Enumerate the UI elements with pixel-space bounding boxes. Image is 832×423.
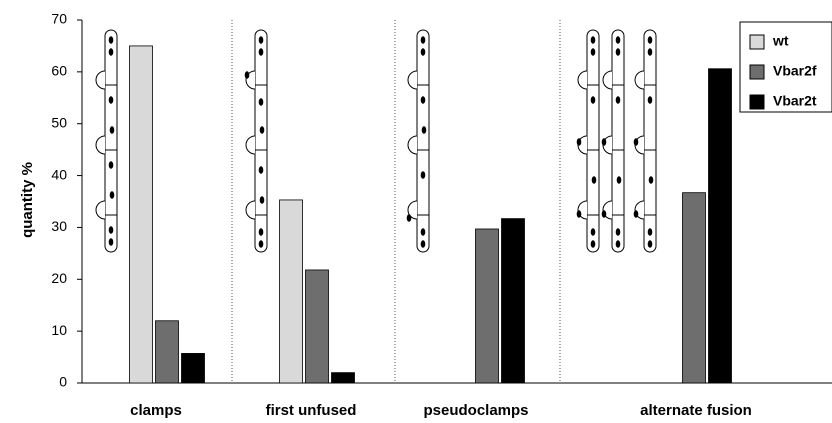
nucleus <box>108 161 114 169</box>
bar <box>475 228 499 384</box>
nucleus <box>647 48 653 56</box>
bar <box>682 192 706 384</box>
nucleus <box>648 176 654 184</box>
nucleus <box>108 48 114 56</box>
nucleus <box>590 36 596 44</box>
hypha <box>254 29 268 253</box>
clamp <box>577 70 588 90</box>
nucleus <box>601 138 607 146</box>
nucleus <box>615 36 621 44</box>
nucleus <box>615 96 621 104</box>
hypha <box>104 29 118 253</box>
nucleus <box>420 96 426 104</box>
bar <box>129 45 153 384</box>
clamp <box>634 70 645 90</box>
nucleus <box>108 36 114 44</box>
nucleus <box>258 166 264 174</box>
legend-label: wt <box>772 33 789 49</box>
nucleus <box>420 48 426 56</box>
nucleus <box>616 176 622 184</box>
clamp <box>245 200 256 220</box>
nucleus <box>420 171 426 179</box>
hypha-drawings <box>95 29 657 253</box>
bar <box>155 320 179 384</box>
nucleus <box>576 210 582 218</box>
nucleus <box>420 240 426 248</box>
y-tick-label: 50 <box>51 114 67 130</box>
legend-swatch <box>749 34 765 50</box>
nucleus <box>615 228 621 236</box>
nucleus <box>647 240 653 248</box>
nucleus <box>420 36 426 44</box>
nucleus <box>591 176 597 184</box>
bar <box>181 353 205 384</box>
x-tick-label: pseudoclamps <box>423 402 528 419</box>
x-tick-label: first unfused <box>266 402 357 419</box>
x-tick-label: clamps <box>130 402 182 419</box>
nucleus <box>590 48 596 56</box>
nucleus <box>259 126 265 134</box>
bar <box>305 269 329 384</box>
legend-swatch <box>749 94 765 110</box>
nucleus <box>420 228 426 236</box>
y-tick-label: 10 <box>51 322 67 338</box>
hypha <box>416 29 430 253</box>
y-tick-label: 0 <box>59 374 67 390</box>
x-tick-label: alternate fusion <box>640 402 752 419</box>
nucleus <box>258 228 264 236</box>
bar <box>331 372 355 384</box>
bar <box>501 218 525 384</box>
clamp <box>95 200 106 220</box>
nucleus <box>601 210 607 218</box>
nucleus <box>244 71 250 79</box>
y-axis-label: quantity % <box>19 162 36 238</box>
nucleus <box>615 48 621 56</box>
nucleus <box>109 191 115 199</box>
nucleus <box>259 196 265 204</box>
nucleus <box>258 36 264 44</box>
legend-label: Vbar2t <box>773 93 817 109</box>
nucleus <box>590 96 596 104</box>
y-tick-label: 30 <box>51 218 67 234</box>
legend-label: Vbar2f <box>773 63 817 79</box>
clamp <box>407 135 418 155</box>
nucleus <box>647 96 653 104</box>
nucleus <box>421 126 427 134</box>
y-tick-label: 60 <box>51 63 67 79</box>
clamp <box>602 70 613 90</box>
hypha <box>611 29 625 253</box>
bar <box>279 199 303 384</box>
hypha <box>643 29 657 253</box>
clamp <box>407 200 418 220</box>
nucleus <box>590 240 596 248</box>
nucleus <box>633 210 639 218</box>
nucleus <box>647 36 653 44</box>
nucleus <box>258 240 264 248</box>
y-tick-label: 40 <box>51 166 67 182</box>
nucleus <box>576 138 582 146</box>
nucleus <box>633 138 639 146</box>
clamp <box>245 135 256 155</box>
legend-swatch <box>749 64 765 80</box>
nucleus <box>108 238 114 246</box>
clamp <box>407 70 418 90</box>
nucleus <box>615 240 621 248</box>
nucleus <box>109 126 115 134</box>
y-tick-label: 70 <box>51 11 67 27</box>
nucleus <box>108 96 114 104</box>
clamp <box>95 70 106 90</box>
nucleus <box>258 48 264 56</box>
bar <box>708 68 732 384</box>
nucleus <box>406 214 412 222</box>
clamp <box>95 135 106 155</box>
y-tick-label: 20 <box>51 270 67 286</box>
nucleus <box>590 228 596 236</box>
nucleus <box>108 226 114 234</box>
nucleus <box>647 228 653 236</box>
hypha <box>586 29 600 253</box>
nucleus <box>258 98 264 106</box>
